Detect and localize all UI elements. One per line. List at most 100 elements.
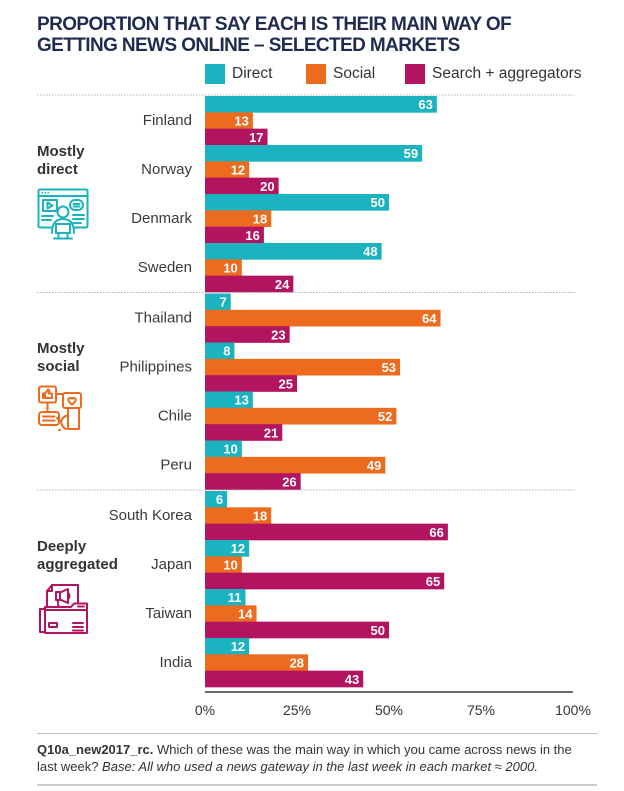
value-label: 16 — [245, 228, 259, 243]
group-label-line: aggregated — [37, 556, 118, 573]
value-label: 17 — [249, 130, 263, 145]
value-label: 23 — [271, 327, 285, 342]
value-label: 12 — [231, 541, 245, 556]
bar-social — [205, 161, 250, 179]
bar-social — [205, 654, 309, 672]
value-label: 50 — [371, 623, 385, 638]
legend-swatch-search-aggregators — [405, 64, 425, 84]
value-label: 7 — [220, 295, 227, 310]
legend-item-search-aggregators: Search + aggregators — [405, 64, 582, 84]
legend-item-social: Social — [306, 64, 375, 84]
bar-search-aggregators — [205, 128, 268, 146]
country-label: Philippines — [119, 359, 192, 376]
country-label: Thailand — [134, 310, 192, 327]
value-label: 14 — [238, 606, 253, 621]
bar-search-aggregators — [205, 523, 448, 541]
bar-search-aggregators — [205, 670, 364, 688]
country-label: Peru — [160, 457, 192, 474]
chart-footnote: Q10a_new2017_rc. Which of these was the … — [37, 741, 589, 775]
bar-social — [205, 605, 257, 623]
value-label: 13 — [234, 393, 248, 408]
group-label-line: Mostly — [37, 340, 85, 357]
group-label-line: social — [37, 358, 80, 375]
bar-direct — [205, 391, 253, 409]
footer-divider-bottom — [37, 784, 597, 786]
country-label: Taiwan — [145, 605, 192, 622]
value-label: 24 — [275, 277, 290, 292]
value-label: 10 — [223, 557, 237, 572]
bar-search-aggregators — [205, 473, 301, 490]
bar-direct — [205, 638, 250, 655]
x-tick-label: 100% — [555, 702, 591, 718]
legend-swatch-social — [306, 64, 326, 84]
bar-direct — [205, 440, 242, 458]
chart-title: PROPORTION THAT SAY EACH IS THEIR MAIN W… — [37, 14, 512, 56]
bar-direct — [205, 194, 389, 211]
footnote-question-id: Q10a_new2017_rc. — [37, 742, 154, 757]
bar-social — [205, 210, 272, 228]
x-tick-label: 75% — [467, 702, 495, 718]
group-label-line: Mostly — [37, 143, 85, 160]
value-label: 10 — [223, 442, 237, 457]
country-label: Denmark — [131, 210, 192, 227]
value-label: 43 — [345, 672, 359, 687]
bar-social — [205, 112, 253, 130]
country-label: Sweden — [138, 259, 192, 276]
value-label: 11 — [228, 590, 242, 605]
bar-search-aggregators — [205, 226, 264, 244]
country-label: South Korea — [109, 507, 193, 524]
country-label: Japan — [151, 556, 192, 573]
footnote-base-text: Base: All who used a news gateway in the… — [102, 759, 538, 774]
bar-social — [205, 407, 397, 425]
group-label-line: direct — [37, 161, 78, 178]
megaphone-folder-icon — [39, 584, 88, 634]
value-label: 12 — [231, 162, 245, 177]
bar-search-aggregators — [205, 572, 445, 590]
bar-search-aggregators — [205, 326, 290, 343]
country-label: India — [159, 654, 192, 671]
bar-search-aggregators — [205, 424, 283, 441]
value-label: 8 — [223, 344, 230, 359]
chart-title-line-2: GETTING NEWS ONLINE – SELECTED MARKETS — [37, 35, 460, 56]
value-label: 21 — [264, 425, 278, 440]
bar-direct — [205, 243, 382, 260]
bar-social — [205, 556, 242, 574]
value-label: 18 — [253, 211, 267, 226]
value-label: 12 — [231, 639, 245, 654]
bar-search-aggregators — [205, 621, 389, 639]
video-browser-person-icon — [37, 188, 89, 240]
value-label: 25 — [279, 376, 293, 391]
bar-social — [205, 456, 386, 474]
bar-search-aggregators — [205, 275, 294, 293]
value-label: 10 — [223, 260, 237, 275]
bar-social — [205, 507, 272, 525]
group-label-line: Deeply — [37, 538, 87, 555]
bar-direct — [205, 342, 235, 360]
legend-item-direct: Direct — [205, 64, 272, 84]
value-label: 59 — [404, 146, 418, 161]
social-media-hand-icon — [38, 385, 82, 431]
country-label: Norway — [141, 161, 192, 178]
value-label: 20 — [260, 179, 274, 194]
chart-title-line-1: PROPORTION THAT SAY EACH IS THEIR MAIN W… — [37, 14, 512, 35]
footer-divider-top — [37, 733, 597, 734]
bar-direct — [205, 145, 423, 162]
value-label: 52 — [378, 409, 392, 424]
country-label: Finland — [143, 112, 192, 129]
bar-direct — [205, 96, 437, 113]
value-label: 64 — [422, 311, 437, 326]
bar-social — [205, 358, 401, 376]
value-label: 48 — [363, 244, 377, 259]
bar-direct — [205, 491, 228, 508]
legend-swatch-direct — [205, 64, 225, 84]
value-label: 53 — [382, 360, 396, 375]
value-label: 65 — [426, 574, 440, 589]
legend-label-social: Social — [333, 65, 376, 82]
group-label-deeply-aggregated: Deeply aggregated — [37, 538, 118, 574]
bar-direct — [205, 589, 246, 606]
bar-search-aggregators — [205, 375, 297, 392]
bar-social — [205, 259, 242, 277]
x-tick-label: 25% — [283, 702, 311, 718]
value-label: 49 — [367, 458, 381, 473]
